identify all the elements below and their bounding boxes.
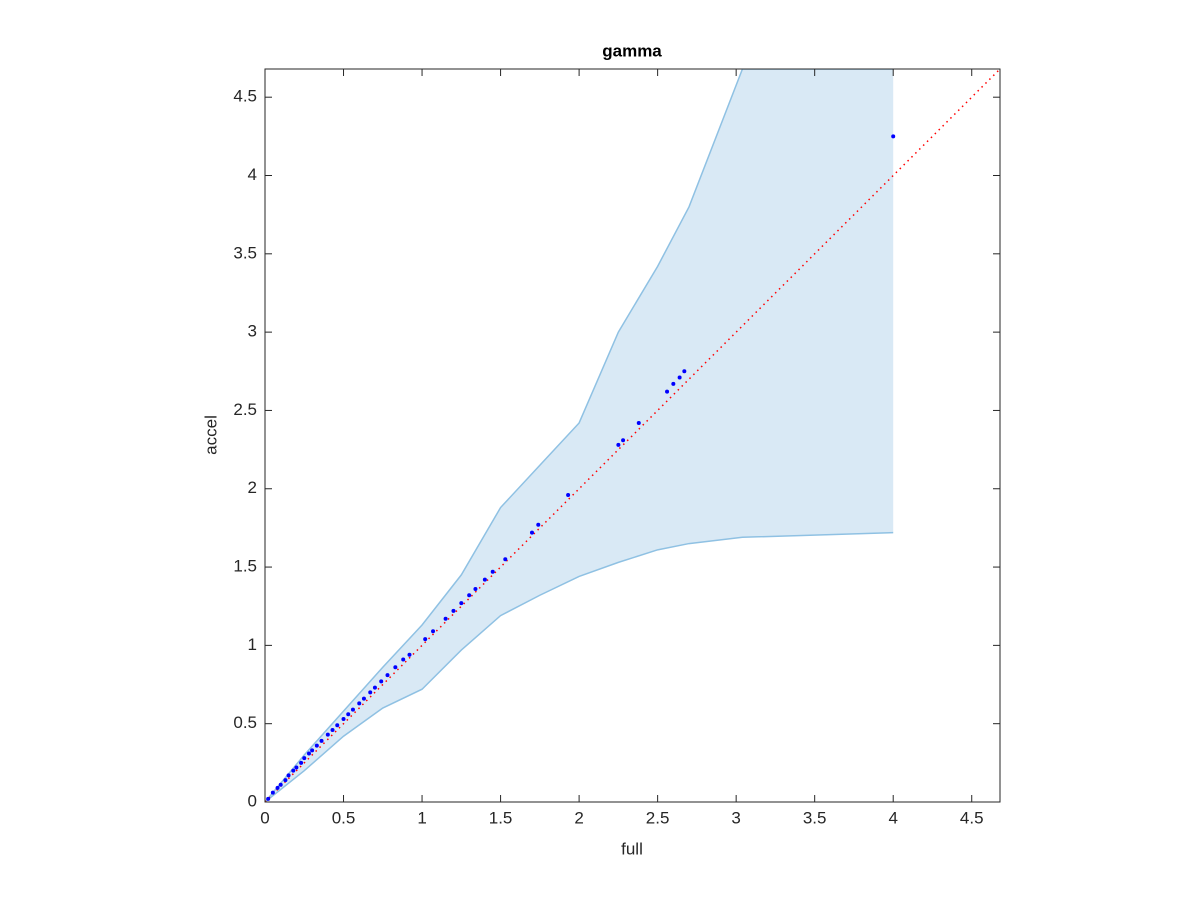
point bbox=[677, 375, 682, 380]
point bbox=[423, 637, 428, 642]
point bbox=[536, 522, 541, 527]
point bbox=[266, 796, 271, 801]
y-tick-label: 1.5 bbox=[233, 557, 257, 576]
x-tick-label: 4 bbox=[888, 808, 897, 827]
band-upper bbox=[265, 69, 894, 802]
point bbox=[616, 442, 621, 447]
x-tick-label: 0.5 bbox=[332, 808, 356, 827]
y-tick-label: 4 bbox=[248, 165, 257, 184]
point bbox=[283, 778, 288, 783]
axes-box bbox=[264, 68, 1001, 803]
band-lower bbox=[265, 531, 894, 802]
x-tick-label: 2 bbox=[574, 808, 583, 827]
x-tick-label: 4.5 bbox=[960, 808, 984, 827]
point bbox=[529, 530, 534, 535]
point bbox=[636, 420, 641, 425]
point bbox=[361, 696, 366, 701]
y-tick-label: 2 bbox=[248, 478, 257, 497]
chart-title: gamma bbox=[602, 41, 662, 60]
point bbox=[299, 760, 304, 765]
point bbox=[451, 608, 456, 613]
point bbox=[350, 707, 355, 712]
point bbox=[319, 738, 324, 743]
point bbox=[671, 381, 676, 386]
point bbox=[482, 577, 487, 582]
point bbox=[407, 652, 412, 657]
band-area bbox=[265, 69, 894, 802]
point bbox=[490, 569, 495, 574]
point bbox=[330, 727, 335, 732]
point bbox=[270, 790, 275, 795]
x-tick-label: 3 bbox=[731, 808, 740, 827]
point bbox=[306, 751, 311, 756]
x-axis-label: full bbox=[621, 839, 643, 858]
y-tick-label: 2.5 bbox=[233, 400, 257, 419]
y-tick-label: 3.5 bbox=[233, 243, 257, 262]
point bbox=[566, 493, 571, 498]
plot-area bbox=[265, 69, 1000, 802]
point bbox=[286, 773, 291, 778]
point bbox=[621, 438, 626, 443]
point bbox=[379, 679, 384, 684]
y-tick-label: 3 bbox=[248, 322, 257, 341]
point bbox=[665, 389, 670, 394]
point bbox=[467, 593, 472, 598]
point bbox=[682, 369, 687, 374]
x-tick-label: 1.5 bbox=[489, 808, 513, 827]
y-tick-label: 0 bbox=[248, 791, 257, 810]
point bbox=[294, 765, 299, 770]
point bbox=[310, 748, 315, 753]
point bbox=[335, 723, 340, 728]
point bbox=[346, 712, 351, 717]
point bbox=[891, 134, 896, 139]
y-tick-label: 0.5 bbox=[233, 713, 257, 732]
point bbox=[314, 743, 319, 748]
point bbox=[385, 673, 390, 678]
point bbox=[278, 782, 283, 787]
point bbox=[325, 732, 330, 737]
y-tick-label: 4.5 bbox=[233, 87, 257, 106]
point bbox=[393, 665, 398, 670]
point bbox=[459, 601, 464, 606]
point bbox=[291, 768, 296, 773]
x-tick-label: 1 bbox=[417, 808, 426, 827]
x-tick-label: 0 bbox=[260, 808, 269, 827]
point bbox=[341, 716, 346, 721]
point bbox=[443, 616, 448, 621]
point bbox=[368, 690, 373, 695]
x-tick-label: 2.5 bbox=[646, 808, 670, 827]
y-axis-label: accel bbox=[201, 415, 220, 455]
point bbox=[401, 657, 406, 662]
point bbox=[372, 685, 377, 690]
x-tick-label: 3.5 bbox=[803, 808, 827, 827]
point bbox=[503, 557, 508, 562]
point bbox=[302, 756, 307, 761]
y-tick-label: 1 bbox=[248, 635, 257, 654]
point bbox=[473, 586, 478, 591]
point bbox=[357, 701, 362, 706]
point bbox=[275, 785, 280, 790]
point bbox=[431, 629, 436, 634]
